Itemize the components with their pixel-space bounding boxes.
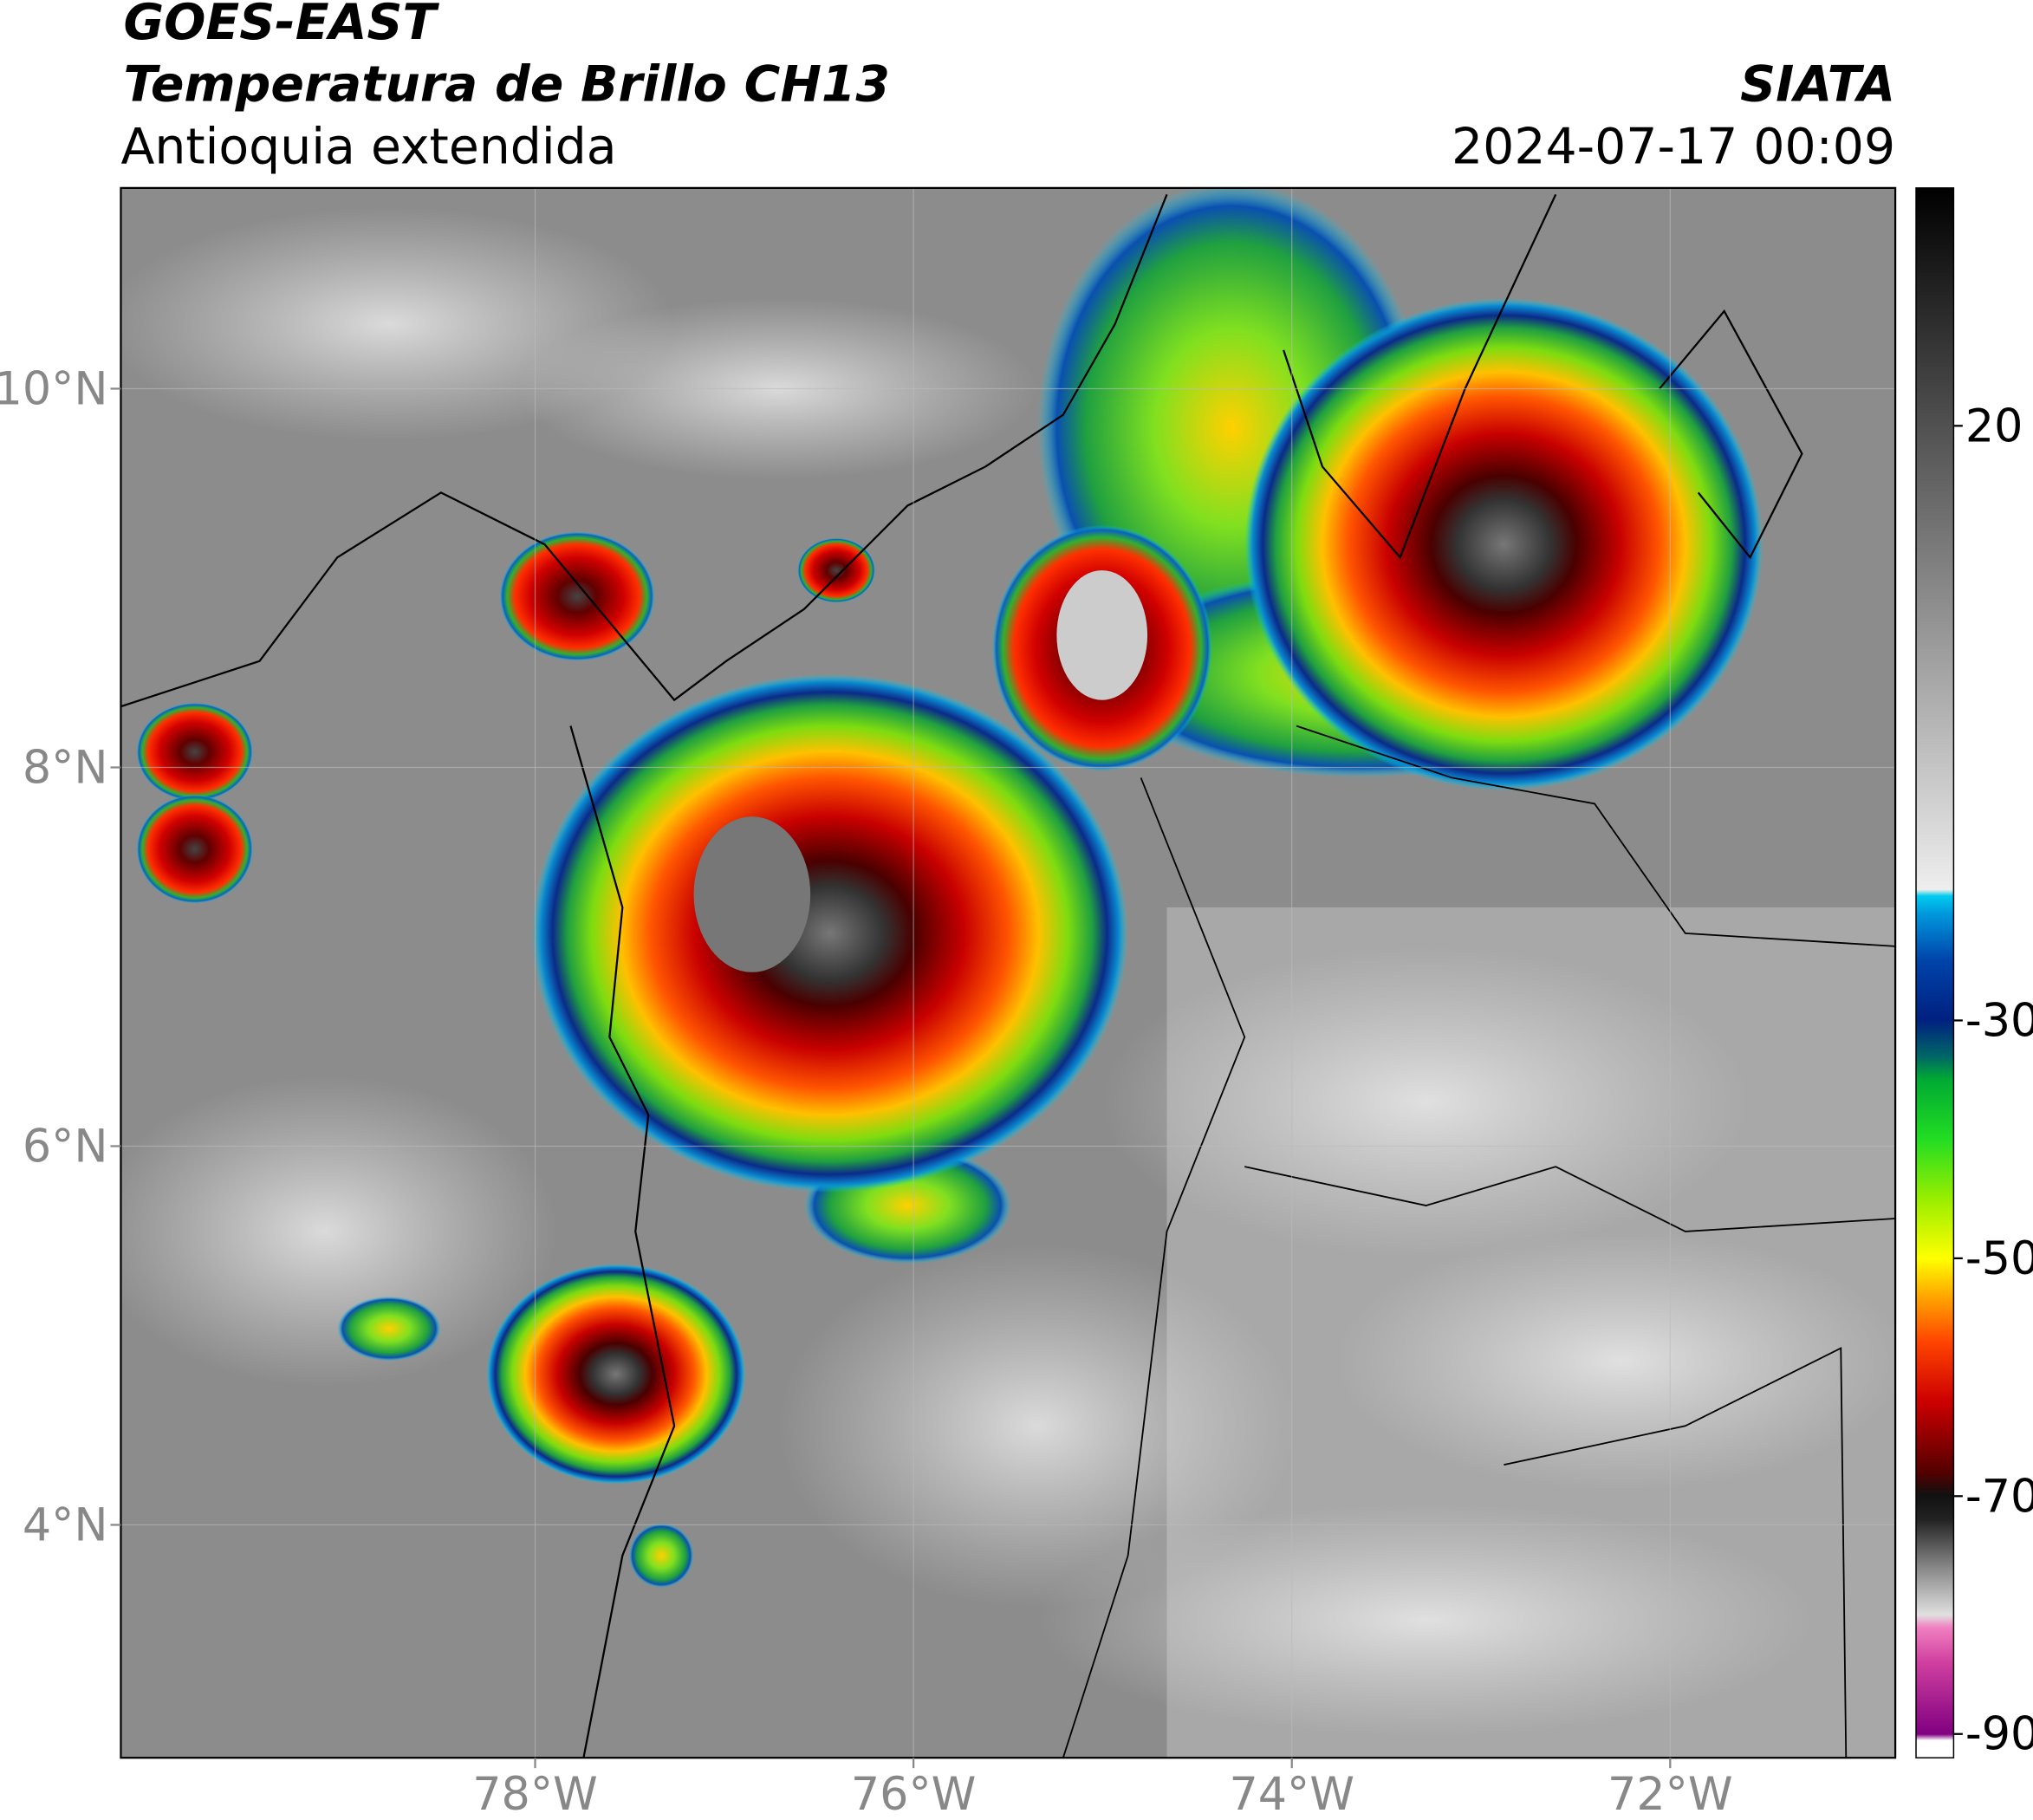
map-frame <box>120 186 1897 1759</box>
subtitle: Temperatura de Brillo CH13 <box>123 56 890 114</box>
colorbar-tick-label: -50 <box>1965 1232 2033 1285</box>
colorbar-tick-label: -70 <box>1965 1470 2033 1523</box>
x-tick-label: 74°W <box>1229 1768 1354 1820</box>
source: SIATA <box>1740 56 1895 114</box>
datetime: 2024-07-17 00:09 <box>1452 118 1895 175</box>
colorbar-tick-label: -30 <box>1965 994 2033 1047</box>
map-image <box>120 187 1896 1758</box>
grid <box>120 187 1896 1758</box>
region: Antioquia extendida <box>120 118 616 175</box>
x-tick-label: 76°W <box>851 1768 977 1820</box>
y-tick-label: 6°N <box>23 1120 108 1173</box>
colorbar-tick-label: -90 <box>1965 1708 2033 1761</box>
title: GOES-EAST <box>123 0 439 51</box>
y-tick-label: 10°N <box>0 362 107 415</box>
x-tick-label: 78°W <box>472 1768 598 1820</box>
y-tick-label: 8°N <box>23 741 108 794</box>
x-tick-label: 72°W <box>1608 1768 1733 1820</box>
colorbar-tick-label: 20 <box>1965 400 2023 452</box>
y-tick-label: 4°N <box>23 1498 108 1551</box>
colorbar <box>1915 187 1955 1758</box>
